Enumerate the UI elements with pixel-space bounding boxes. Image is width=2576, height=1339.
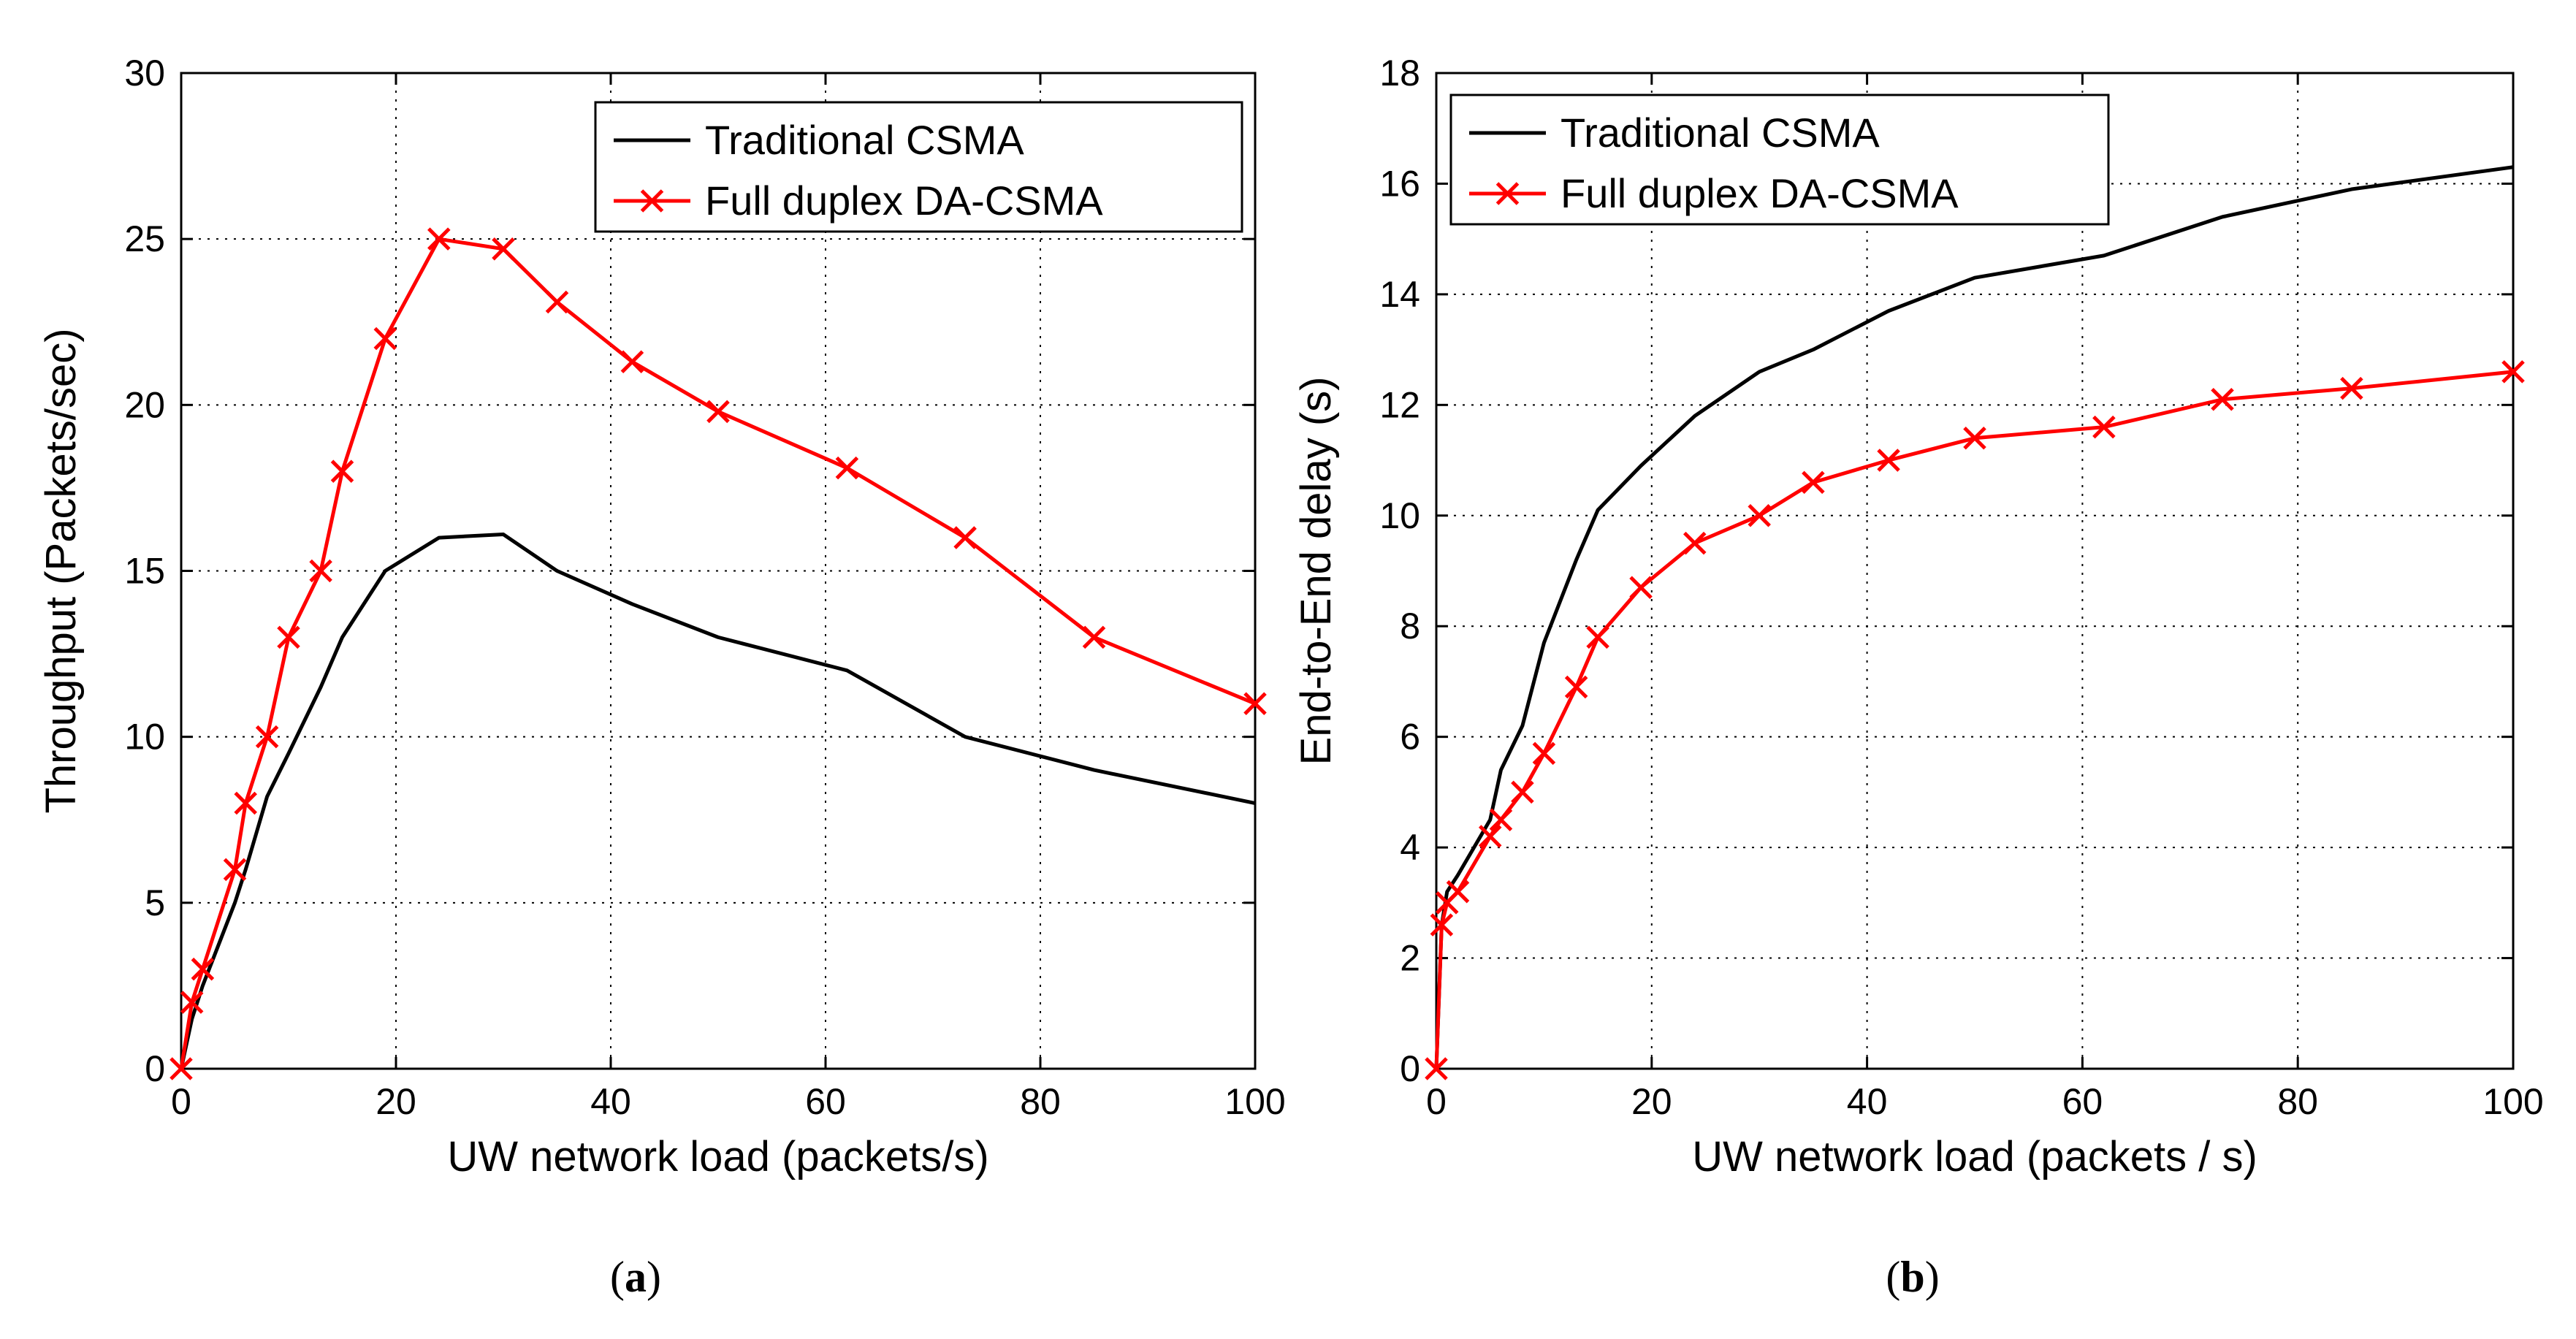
data-point-marker [191,957,215,981]
panel-caption: (a) [610,1253,661,1301]
data-point-marker [169,1057,193,1080]
y-tick-label: 14 [1379,274,1420,315]
y-tick-label: 8 [1400,606,1420,646]
data-point-marker [223,858,247,882]
legend-box [1449,94,2110,226]
y-axis-label: Throughput (Packets/sec) [37,328,85,813]
legend-label: Traditional CSMA [1561,110,1880,156]
data-point-marker [953,526,977,549]
data-point-marker [2340,376,2363,400]
data-point-marker [1963,426,1986,450]
data-point-marker [373,327,397,351]
data-point-marker [545,290,569,314]
legend-marker [640,189,664,213]
x-tick-label: 40 [1847,1081,1888,1122]
y-tick-label: 25 [124,218,165,259]
y-tick-label: 4 [1400,827,1420,868]
data-point-marker [1430,913,1454,936]
data-point-marker [1243,692,1267,716]
data-point-marker [277,625,300,649]
legend: Traditional CSMA Full duplex DA-CSMA [1449,94,2110,226]
series-line-traditional-csma [179,533,1256,1069]
data-point-marker [835,456,859,480]
chart-panel-a: 0 20 40 60 80 100 0 5 10 15 20 25 30 UW network load … [37,53,1286,1301]
data-point-marker [1748,504,1771,527]
data-point-marker [1629,576,1653,599]
data-point-marker [620,350,644,374]
x-tick-label: 100 [2482,1081,2543,1122]
x-tick-label: 60 [2062,1081,2103,1122]
y-tick-label: 2 [1400,938,1420,979]
data-point-marker [2092,415,2116,439]
series-line-full-duplex-da-csma [1434,370,2514,1069]
x-tick-label: 40 [590,1081,631,1122]
data-point-marker [1082,625,1106,649]
y-tick-label: 15 [124,551,165,592]
series-line-traditional-csma [1434,165,2514,1069]
data-point-marker [180,991,204,1014]
legend-label: Full duplex DA-CSMA [705,178,1103,224]
y-tick-label: 0 [1400,1048,1420,1089]
data-point-marker [1425,1057,1448,1080]
panel-caption: (b) [1886,1253,1939,1301]
y-tick-label: 0 [145,1048,165,1089]
y-tick-label: 30 [124,53,165,94]
data-point-marker [2211,387,2234,411]
data-point-marker [234,791,257,815]
x-tick-label: 20 [1631,1081,1672,1122]
legend-label: Full duplex DA-CSMA [1561,170,1959,216]
series-line-full-duplex-da-csma [179,237,1256,1069]
data-point-marker [1446,880,1470,904]
data-point-marker [309,559,332,583]
data-point-marker [1877,449,1900,472]
data-point-marker [492,237,515,261]
x-tick-label: 80 [1020,1081,1061,1122]
data-point-marker [1489,808,1513,832]
data-point-marker [1564,675,1588,699]
x-tick-label: 60 [805,1081,846,1122]
x-tick-label: 0 [1426,1081,1447,1122]
x-tick-label: 100 [1224,1081,1285,1122]
data-point-marker [1683,531,1707,555]
x-tick-label: 0 [171,1081,191,1122]
data-point-marker [2501,360,2525,384]
legend-box [594,101,1243,233]
legend: Traditional CSMA Full duplex DA-CSMA [594,101,1243,233]
y-tick-label: 20 [124,384,165,425]
y-tick-label: 10 [124,717,165,758]
x-tick-label: 20 [376,1081,416,1122]
y-axis-label: End-to-End delay (s) [1292,377,1340,766]
data-point-marker [255,725,279,749]
plot-frame [1435,72,2515,1070]
y-tick-label: 5 [145,882,165,923]
data-point-marker [1532,741,1556,766]
data-point-marker [1478,825,1502,848]
data-point-marker [1586,625,1609,649]
data-point-marker [330,459,354,483]
y-tick-label: 16 [1379,163,1420,204]
x-axis-label: UW network load (packets/s) [447,1133,988,1180]
chart-panel-b: 0 20 40 60 80 100 0 2 4 6 8 10 12 14 16 18 UW network lo… [1292,53,2544,1301]
data-point-marker [427,227,451,251]
data-point-marker [706,400,730,424]
data-point-marker [1802,470,1825,495]
data-point-marker [1511,780,1534,804]
x-tick-label: 80 [2277,1081,2318,1122]
x-axis-label: UW network load (packets / s) [1692,1133,2257,1180]
legend-marker [1495,182,1520,205]
y-tick-label: 12 [1379,384,1420,425]
y-tick-label: 18 [1379,53,1420,94]
legend-label: Traditional CSMA [705,117,1024,163]
y-tick-label: 10 [1379,495,1420,536]
y-tick-label: 6 [1400,717,1420,758]
